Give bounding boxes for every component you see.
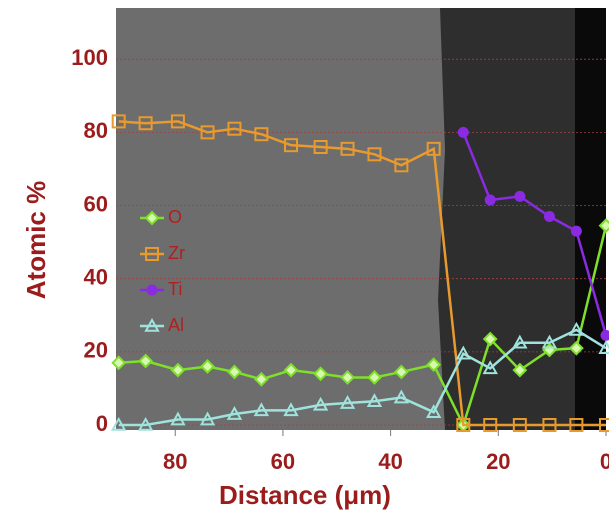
x-tick-label: 40 [378, 449, 402, 474]
marker [486, 196, 495, 205]
x-tick-label: 60 [271, 449, 295, 474]
y-tick-label: 20 [84, 338, 108, 363]
y-axis-label: Atomic % [21, 181, 51, 299]
y-tick-label: 100 [71, 45, 108, 70]
y-tick-label: 40 [84, 264, 108, 289]
x-tick-label: 80 [163, 449, 187, 474]
y-tick-label: 60 [84, 191, 108, 216]
marker [545, 212, 554, 221]
legend-label: O [168, 207, 182, 227]
legend-label: Ti [168, 279, 182, 299]
y-tick-label: 80 [84, 118, 108, 143]
x-axis-label: Distance (μm) [219, 480, 391, 510]
marker [572, 227, 581, 236]
marker [602, 331, 609, 340]
legend-label: Zr [168, 243, 185, 263]
marker [459, 128, 468, 137]
chart: Distance (μm) Atomic % 0 20 40 60 80 100 80 60 4… [0, 0, 609, 517]
legend-marker [148, 286, 157, 295]
legend-label: Al [168, 315, 184, 335]
image-black-region [575, 8, 606, 430]
x-tick-label: 0 [600, 449, 609, 474]
y-tick-label: 0 [96, 411, 108, 436]
marker [515, 192, 524, 201]
x-tick-label: 20 [486, 449, 510, 474]
